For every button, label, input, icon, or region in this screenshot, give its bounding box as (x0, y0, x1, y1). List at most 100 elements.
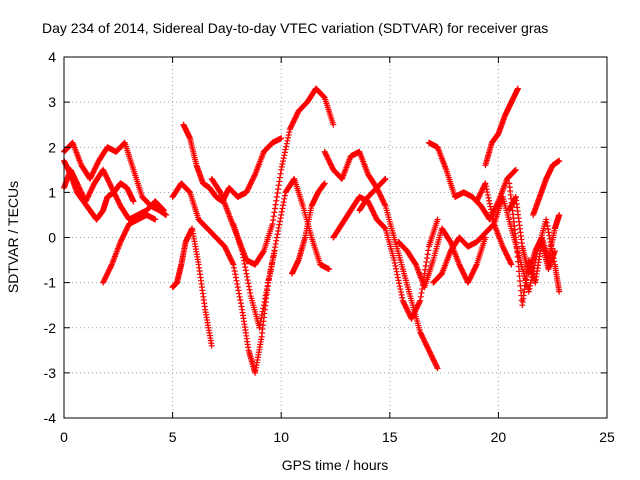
data-point (330, 121, 337, 128)
data-point (277, 215, 284, 222)
data-point (434, 365, 441, 372)
data-point (270, 213, 277, 220)
data-point (545, 229, 552, 236)
data-point (276, 178, 283, 185)
y-tick-label: -1 (44, 275, 57, 291)
data-point (256, 324, 263, 331)
data-point (393, 265, 400, 272)
data-point (278, 135, 285, 142)
data-point (433, 364, 440, 371)
y-tick-label: 0 (48, 230, 56, 246)
data-point (241, 260, 248, 267)
data-point (239, 251, 246, 258)
data-point (261, 298, 268, 305)
series-track-11 (321, 148, 389, 191)
data-point (398, 291, 405, 298)
data-point (270, 250, 277, 257)
data-point (483, 186, 490, 193)
data-point (160, 206, 167, 213)
data-point (236, 290, 243, 297)
data-point (159, 206, 166, 213)
data-point (556, 211, 563, 218)
data-point (393, 268, 400, 275)
data-point (244, 273, 251, 280)
data-point (265, 276, 272, 283)
series-track-14 (395, 225, 489, 291)
data-point (473, 262, 480, 269)
series-track-16 (430, 220, 515, 286)
data-point (485, 194, 492, 201)
data-point (285, 132, 292, 139)
y-tick-label: 3 (48, 94, 56, 110)
data-point (268, 260, 275, 267)
y-tick-label: 4 (48, 49, 56, 65)
data-point (272, 201, 279, 208)
data-point (381, 201, 388, 208)
data-point (230, 261, 237, 268)
data-point (381, 177, 388, 184)
data-point (245, 283, 252, 290)
data-point (274, 190, 281, 197)
data-point (275, 182, 282, 189)
data-point (417, 297, 424, 304)
data-point (424, 255, 431, 262)
data-point (507, 260, 514, 267)
data-point (251, 172, 258, 179)
data-marks (61, 85, 563, 376)
data-point (246, 286, 253, 293)
data-point (423, 258, 430, 265)
data-point (163, 211, 170, 218)
series-track-8 (208, 85, 337, 268)
data-point (274, 231, 281, 238)
data-point (257, 318, 264, 325)
data-point (512, 166, 519, 173)
data-point (234, 280, 241, 287)
y-tick-label: 2 (48, 139, 56, 155)
data-point (321, 180, 328, 187)
data-point (237, 300, 244, 307)
data-point (271, 247, 278, 254)
x-tick-label: 0 (60, 429, 68, 445)
data-point (244, 277, 251, 284)
data-point (232, 271, 239, 278)
chart-title: Day 234 of 2014, Sidereal Day-to-day VTE… (42, 20, 548, 36)
data-point (434, 216, 441, 223)
data-point (267, 269, 274, 276)
data-point (231, 268, 238, 275)
data-point (229, 260, 236, 267)
series-track-13 (356, 184, 441, 372)
data-point (130, 198, 137, 205)
data-point (283, 140, 290, 147)
data-point (240, 254, 247, 261)
data-point (381, 224, 388, 231)
data-point (279, 161, 286, 168)
data-point (240, 257, 247, 264)
data-point (556, 157, 563, 164)
data-point (418, 289, 425, 296)
data-point (242, 264, 249, 271)
data-point (422, 262, 429, 269)
data-point (276, 221, 283, 228)
series-track-12 (330, 193, 441, 322)
data-point (543, 219, 550, 226)
data-point (399, 294, 406, 301)
x-tick-label: 20 (491, 429, 507, 445)
data-point (488, 209, 495, 216)
data-point (285, 134, 292, 141)
data-point (264, 282, 271, 289)
data-point (545, 226, 552, 233)
series-track-20 (530, 157, 563, 218)
data-point (525, 288, 532, 295)
data-point (238, 303, 245, 310)
data-point (208, 342, 215, 349)
y-tick-label: 1 (48, 184, 56, 200)
data-point (276, 218, 283, 225)
y-tick-label: -2 (44, 320, 57, 336)
series-track-6 (180, 121, 285, 205)
data-point (482, 180, 489, 187)
data-point (160, 207, 167, 214)
data-point (273, 234, 280, 241)
data-point (394, 274, 401, 281)
data-point (544, 222, 551, 229)
